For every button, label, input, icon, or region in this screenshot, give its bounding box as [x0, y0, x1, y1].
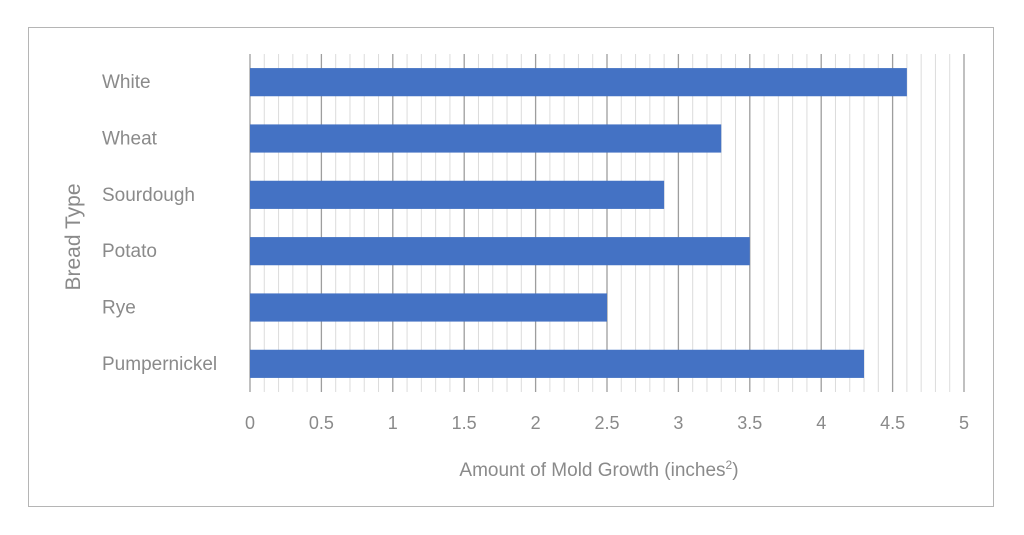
bar-potato: [250, 237, 750, 266]
x-tick-label: 2.5: [594, 413, 619, 433]
category-label: Potato: [102, 241, 157, 262]
bar-white: [250, 68, 907, 97]
category-label: Sourdough: [102, 185, 195, 206]
x-tick-label: 3: [673, 413, 683, 433]
x-tick-label: 4: [816, 413, 826, 433]
x-tick-label: 2: [531, 413, 541, 433]
chart-frame: [28, 27, 994, 507]
x-tick-label: 0: [245, 413, 255, 433]
category-label: Rye: [102, 298, 136, 319]
category-label: Wheat: [102, 129, 158, 150]
bar-pumpernickel: [250, 349, 865, 378]
x-tick-label: 5: [959, 413, 969, 433]
bar-rye: [250, 293, 607, 322]
bar-sourdough: [250, 180, 665, 209]
gridlines: [249, 54, 965, 392]
x-axis-title: Amount of Mold Growth (inches2): [459, 458, 738, 481]
x-tick-label: 0.5: [309, 413, 334, 433]
bars: [250, 68, 907, 378]
category-label: Pumpernickel: [102, 354, 217, 375]
x-tick-labels: 0 0.5 1 1.5 2 2.5 3 3.5 4 4.5 5: [245, 413, 969, 433]
bar-wheat: [250, 124, 722, 153]
x-tick-label: 4.5: [880, 413, 905, 433]
category-label: White: [102, 72, 151, 93]
y-axis-title: Bread Type: [62, 183, 85, 290]
x-tick-label: 1.5: [452, 413, 477, 433]
x-tick-label: 3.5: [737, 413, 762, 433]
category-labels: White Wheat Sourdough Potato Rye Pumpernickel: [102, 72, 217, 375]
x-tick-label: 1: [388, 413, 398, 433]
